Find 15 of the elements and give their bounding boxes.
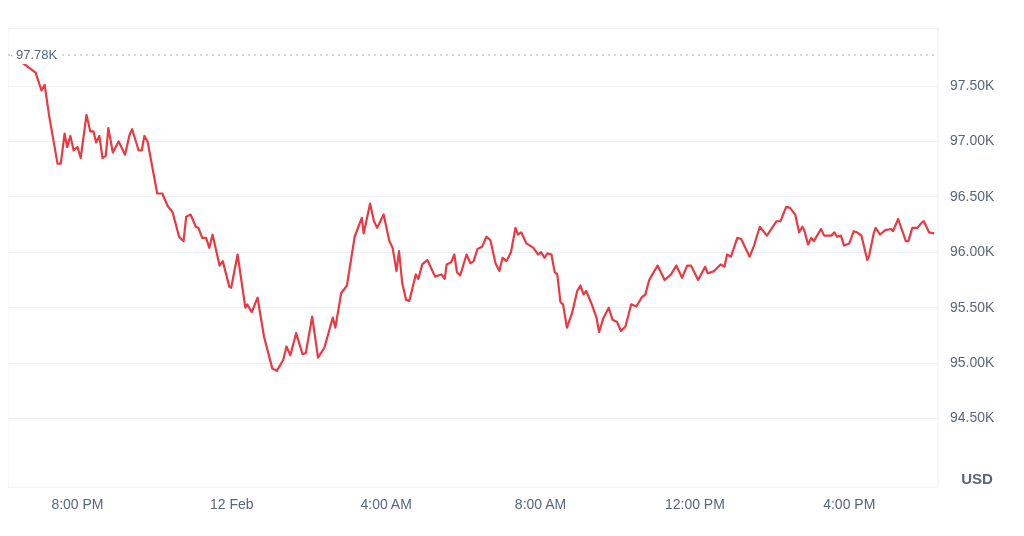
y-tick-label: 96.00K [950, 243, 996, 260]
x-tick-label: 12:00 PM [664, 496, 725, 513]
y-tick-label: 97.50K [950, 76, 996, 93]
ref-line-label: 97.78K [16, 46, 58, 62]
x-tick-label: 8:00 AM [514, 496, 567, 513]
x-tick-label: 4:00 AM [360, 496, 412, 513]
y-tick-label: 97.00K [950, 132, 996, 149]
x-tick-label: 4:00 PM [823, 496, 876, 513]
y-tick-label: 96.50K [950, 187, 996, 204]
x-tick-label: 12 Feb [210, 496, 254, 513]
y-tick-label: 95.50K [950, 298, 996, 315]
x-tick-label: 8:00 PM [51, 496, 104, 513]
y-tick-label: 95.00K [950, 353, 996, 370]
y-tick-label: 94.50K [950, 409, 996, 426]
y-axis-title: USD [961, 469, 993, 487]
